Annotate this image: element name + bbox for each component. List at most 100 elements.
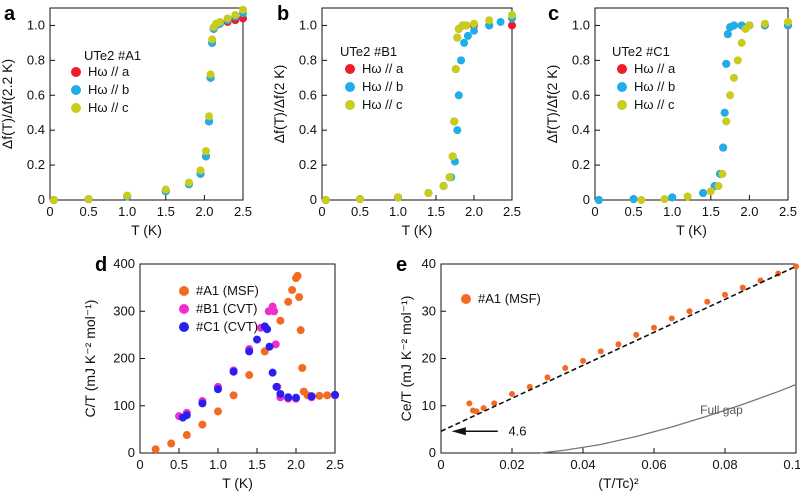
data-point <box>637 196 646 204</box>
x-axis-label: T (K) <box>131 222 162 238</box>
legend-label: Hω // a <box>634 61 676 76</box>
data-point <box>201 147 210 156</box>
data-point <box>793 263 799 270</box>
panel-c: c 0 0.5 1.0 1.5 2.0 2.5 0 0.2 0.4 0.6 0.8 1.0 T (K) Δf… <box>544 3 797 238</box>
data-point <box>737 38 746 47</box>
x-tick-label: 2.5 <box>779 204 797 219</box>
data-point <box>205 112 214 121</box>
full-gap-label: Full gap <box>700 403 743 417</box>
y-tick-label: 100 <box>113 398 135 413</box>
plot-frame <box>594 7 789 201</box>
y-tick-label: 300 <box>113 303 135 318</box>
legend-label: Hω // b <box>362 79 403 94</box>
data-point <box>462 21 471 30</box>
data-point <box>633 331 640 338</box>
data-point <box>733 56 742 65</box>
data-point <box>722 117 731 126</box>
y-tick-label: 0.4 <box>27 122 45 137</box>
x-tick-label: 0.02 <box>499 457 524 472</box>
x-tick-label: 1.0 <box>118 204 136 219</box>
y-tick-label: 0 <box>128 445 135 460</box>
data-point <box>718 169 727 178</box>
y-tick-label: 0.4 <box>299 122 317 137</box>
data-point <box>470 19 478 28</box>
data-point <box>729 21 738 30</box>
panel-d: d 0 0.5 1.0 1.5 2.0 2.5 0 100 200 300 400 T (K) C/T (… <box>82 254 344 491</box>
data-point <box>660 195 669 204</box>
data-point <box>196 166 205 175</box>
x-tick-label: 2.0 <box>195 204 213 219</box>
x-tick-label: 0 <box>591 204 598 219</box>
data-point <box>726 91 735 100</box>
data-point <box>739 284 746 291</box>
data-point <box>562 364 569 371</box>
x-axis-label: T (K) <box>676 222 707 238</box>
data-point <box>629 195 638 204</box>
data-point <box>473 408 480 415</box>
data-point <box>182 411 191 420</box>
data-point <box>445 173 454 182</box>
x-tick-label: 2.0 <box>287 457 305 472</box>
data-point <box>460 38 469 47</box>
data-point <box>760 19 769 28</box>
data-point <box>315 391 324 400</box>
data-point <box>729 73 738 82</box>
data-point <box>496 17 505 26</box>
data-point <box>424 189 433 198</box>
y-tick-label: 0.8 <box>572 52 590 67</box>
x-tick-label: 2.0 <box>465 204 483 219</box>
x-tick-label: 1.5 <box>702 204 720 219</box>
data-point <box>265 342 274 351</box>
sample-label: UTe2 #B1 <box>340 44 397 59</box>
y-tick-label: 0 <box>38 192 45 207</box>
y-tick-label: 0 <box>583 192 590 207</box>
y-tick-label: 0.6 <box>27 87 45 102</box>
y-axis-label: Ce/T (mJ K⁻² mol⁻¹) <box>398 296 414 422</box>
data-point <box>268 368 277 377</box>
data-point <box>668 315 675 322</box>
x-tick-label: 0 <box>136 457 143 472</box>
data-point <box>214 407 222 416</box>
legend-marker <box>179 286 189 296</box>
data-point <box>457 56 466 65</box>
data-point <box>253 335 261 344</box>
data-point <box>722 59 731 68</box>
data-point <box>463 31 472 40</box>
data-point <box>454 91 463 100</box>
data-point <box>223 14 232 23</box>
x-tick-label: 0 <box>318 204 325 219</box>
x-tick-label: 2.5 <box>234 204 252 219</box>
data-point <box>704 298 711 305</box>
panel-letter: e <box>396 254 407 276</box>
legend-marker <box>71 103 81 113</box>
data-point <box>293 271 302 280</box>
legend-marker <box>179 322 189 332</box>
x-tick-label: 2.5 <box>503 204 521 219</box>
legend-label: Hω // b <box>634 79 675 94</box>
data-point <box>466 400 473 407</box>
x-tick-label: 0.08 <box>712 457 737 472</box>
y-tick-label: 1.0 <box>27 17 45 32</box>
data-point <box>720 108 729 117</box>
legend-label: #B1 (CVT) <box>196 301 257 316</box>
y-tick-label: 0.4 <box>572 122 590 137</box>
legend-marker <box>71 85 81 95</box>
x-axis-label: (T/Tc)² <box>598 475 639 491</box>
legend-label: Hω // c <box>362 97 403 112</box>
x-tick-label: 2.0 <box>740 204 758 219</box>
y-tick-label: 40 <box>422 256 436 271</box>
y-axis-label: Δf(T)/Δf(2 K) <box>271 65 287 144</box>
data-point <box>161 185 170 194</box>
panel-letter: d <box>95 254 107 276</box>
data-point <box>394 193 402 202</box>
x-tick-label: 1.0 <box>209 457 227 472</box>
series-#C1 (CVT) <box>178 322 339 422</box>
y-tick-label: 0 <box>429 445 436 460</box>
data-point <box>292 393 300 402</box>
data-point <box>276 316 285 325</box>
data-point <box>722 291 728 298</box>
x-tick-label: 1.0 <box>389 204 407 219</box>
x-tick-label: 0.5 <box>170 457 188 472</box>
data-point <box>615 341 622 348</box>
